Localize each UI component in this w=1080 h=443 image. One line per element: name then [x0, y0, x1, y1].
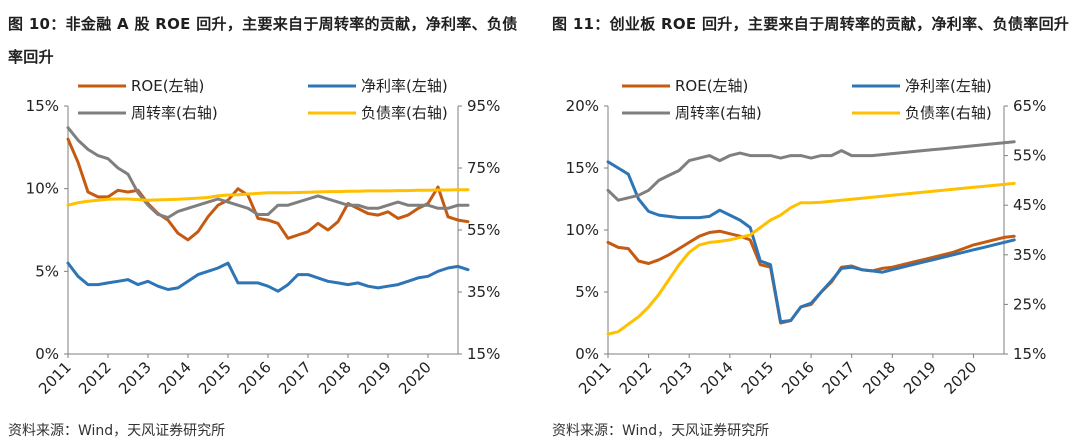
x-tick-label: 2012 [75, 358, 115, 398]
x-tick-label: 2019 [900, 358, 940, 398]
x-tick-label: 2019 [355, 358, 395, 398]
x-tick-label: 2018 [315, 358, 355, 398]
y-tick-label-left: 0% [35, 345, 59, 363]
y-tick-label-right: 25% [1013, 295, 1046, 313]
y-tick-label-right: 45% [1013, 196, 1046, 214]
x-tick-label: 2017 [275, 358, 315, 398]
y-tick-label-left: 0% [575, 345, 599, 363]
y-tick-label-right: 35% [467, 283, 500, 301]
x-tick-label: 2016 [778, 358, 818, 398]
x-tick-label: 2014 [697, 358, 737, 398]
legend-label: 周转率(右轴) [131, 104, 218, 122]
series-line-net-margin [606, 160, 1016, 324]
chart-title: 图 10：非金融 A 股 ROE 回升，主要来自于周转率的贡献，净利率、负债率回… [8, 15, 518, 66]
y-tick-label-right: 35% [1013, 246, 1046, 264]
x-tick-label: 2017 [819, 358, 859, 398]
legend-label: ROE(左轴) [675, 77, 748, 95]
x-tick-label: 2011 [35, 358, 75, 398]
series-line-turnover [66, 126, 470, 220]
chart-svg: 0%5%10%15%15%35%55%75%95%2011 2012 2013 201… [26, 77, 501, 398]
source-note: 资料来源：Wind，天风证券研究所 [552, 423, 770, 439]
y-tick-label-left: 5% [575, 283, 599, 301]
legend-label: ROE(左轴) [131, 77, 204, 95]
y-tick-label-left: 5% [35, 262, 59, 280]
series-line-debt-ratio [66, 188, 470, 207]
x-tick-label: 2015 [195, 358, 235, 398]
x-tick-label: 2014 [155, 358, 195, 398]
y-tick-label-right: 65% [1013, 97, 1046, 115]
y-tick-label-right: 55% [1013, 147, 1046, 165]
y-tick-label-left: 20% [566, 97, 599, 115]
series-line-debt-ratio [606, 181, 1016, 336]
x-tick-label: 2020 [395, 358, 435, 398]
y-tick-label-right: 95% [467, 97, 500, 115]
x-tick-label: 2016 [235, 358, 275, 398]
y-tick-label-right: 15% [467, 345, 500, 363]
chart-panel-left: 图 10：非金融 A 股 ROE 回升，主要来自于周转率的贡献，净利率、负债率回… [8, 0, 538, 443]
x-tick-label: 2015 [738, 358, 778, 398]
x-tick-label: 2011 [575, 358, 615, 398]
legend-label: 净利率(左轴) [905, 77, 992, 95]
y-tick-label-right: 75% [467, 159, 500, 177]
series-line-turnover [606, 140, 1016, 202]
y-tick-label-left: 15% [26, 97, 59, 115]
x-tick-label: 2012 [616, 358, 656, 398]
y-tick-label-left: 15% [566, 159, 599, 177]
x-tick-label: 2013 [656, 358, 696, 398]
chart-svg: 0%5%10%15%20%15%25%35%45%55%65%2011 2012 2… [566, 77, 1047, 398]
x-tick-label: 2020 [941, 358, 981, 398]
x-tick-label: 2018 [859, 358, 899, 398]
source-note: 资料来源：Wind，天风证券研究所 [8, 423, 226, 439]
y-tick-label-right: 55% [467, 221, 500, 239]
y-tick-label-left: 10% [566, 221, 599, 239]
legend-label: 周转率(右轴) [675, 104, 762, 122]
y-tick-label-left: 10% [26, 180, 59, 198]
y-tick-label-right: 15% [1013, 345, 1046, 363]
legend-label: 负债率(右轴) [905, 104, 992, 122]
series-line-net-margin [66, 261, 470, 293]
chart-title: 图 11：创业板 ROE 回升，主要来自于周转率的贡献，净利率、负债率回升 [552, 15, 1070, 33]
series-line-roe [66, 137, 470, 242]
legend-label: 净利率(左轴) [361, 77, 448, 95]
chart-panel-right: 图 11：创业板 ROE 回升，主要来自于周转率的贡献，净利率、负债率回升 0%… [552, 0, 1080, 443]
x-tick-label: 2013 [115, 358, 155, 398]
legend-label: 负债率(右轴) [361, 104, 448, 122]
